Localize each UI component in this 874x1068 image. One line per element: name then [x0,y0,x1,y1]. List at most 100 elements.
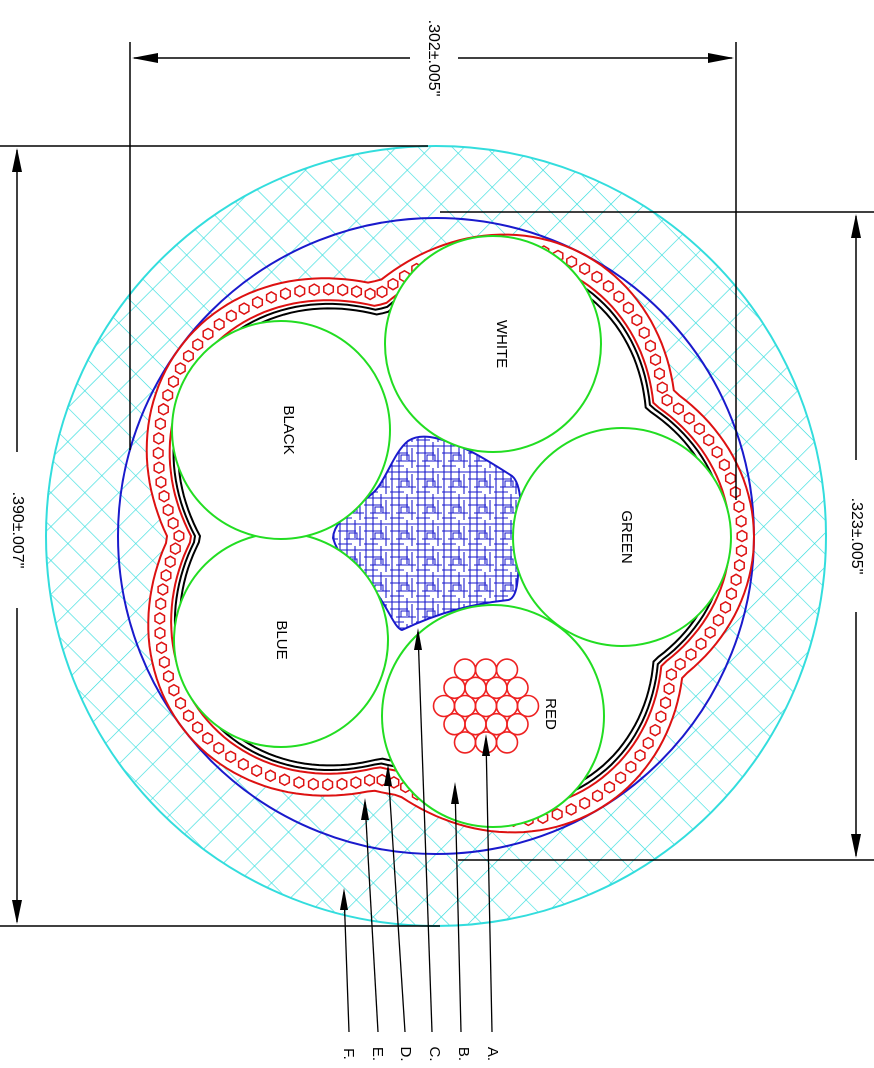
braid-hex [602,279,614,293]
braid-hex [733,559,745,572]
braid-hex [237,757,249,771]
braid-hex [660,696,672,710]
braid-hex [202,327,214,341]
callout-b: B. [455,1047,472,1061]
braid-hex [154,417,166,431]
braid-hex [718,458,730,472]
braid-hex [622,301,634,315]
braid-hex [638,326,650,340]
braid-hex [711,445,723,459]
braid-hex [167,516,179,530]
braid-hex [674,657,686,671]
callout-e: E. [369,1047,386,1061]
braid-hex [719,601,732,614]
braid-hex [565,803,577,816]
braid-hex [157,402,169,416]
braid-hex [323,282,335,296]
braid-hex [164,555,176,569]
braid-hex [308,283,320,296]
strand [432,694,456,718]
braid-hex [293,776,305,789]
braid-hex [615,771,627,785]
braid-hex [336,777,348,791]
braid-hex [155,597,167,611]
conductor-white: WHITE [384,235,602,453]
braid-hex [153,432,165,445]
callout-a: A. [484,1047,501,1061]
label-black: BLACK [280,405,297,454]
braid-hex [153,461,165,475]
callout-d: D. [397,1047,414,1062]
braid-hex [202,731,214,745]
conductor-strands [432,658,540,754]
label-green: GREEN [618,510,635,563]
braid-hex [364,773,376,787]
braid-hex [351,285,363,298]
braid-hex [251,296,264,309]
braid-hex [169,542,181,555]
braid-hex [213,741,225,755]
conductor-green: GREEN [512,427,732,647]
callout-leaders [340,628,493,1033]
braid-hex [655,710,667,724]
braid-hex [158,655,170,669]
braid-hex [712,613,724,627]
braid-hex [591,789,603,803]
braid-hex [158,489,170,503]
strand [443,676,466,700]
braid-hex [649,353,662,367]
braid-hex [704,626,716,639]
braid-hex [703,433,715,447]
conductor-black: BLACK [171,320,391,540]
dimension-width: .302±.005" [129,20,737,500]
conductor-blue: BLUE [173,532,389,748]
braid-hex [665,668,677,681]
braid-shield [145,233,756,834]
braid-hex [265,291,277,304]
braid-hex [162,503,174,517]
braid-hex [175,696,187,710]
braid-hex [225,750,237,764]
braid-hex [661,393,673,407]
braid-hex [730,573,742,587]
braid-hex [387,277,399,291]
label-white: WHITE [493,320,510,368]
braid-hex [264,769,276,783]
braid-hex [156,641,168,655]
braid-hex [695,637,707,651]
braid-hex [683,411,695,425]
braid-hex [155,475,167,489]
braid-hex [642,736,654,750]
braid-hex [591,270,603,284]
braid-hex [182,349,194,363]
dimension-core-diameter-text: .323±.005" [848,498,865,575]
braid-hex [613,290,625,304]
braid-hex [631,313,643,327]
braid-hex [238,302,250,315]
braid-hex [735,544,747,558]
braid-hex [173,529,185,543]
strand [443,712,466,736]
braid-hex [551,807,563,821]
braid-hex [566,255,578,269]
braid-hex [182,709,194,723]
braid-hex [735,514,747,528]
callout-c: C. [426,1047,443,1062]
braid-hex [213,318,225,331]
braid-hex [685,648,697,661]
dimension-width-text: .302±.005" [425,20,442,97]
braid-hex [168,683,180,697]
braid-hex [322,778,334,791]
braid-hex [725,587,737,601]
braid-hex [724,472,736,485]
braid-hex [656,381,668,395]
dimension-overall-diameter-text: .390±.007" [9,492,26,569]
braid-hex [350,776,362,789]
braid-hex [376,285,388,299]
braid-hex [162,670,174,683]
callout-f: F. [340,1048,357,1060]
strand [453,731,477,754]
braid-hex [251,764,263,778]
braid-hex [634,749,646,762]
